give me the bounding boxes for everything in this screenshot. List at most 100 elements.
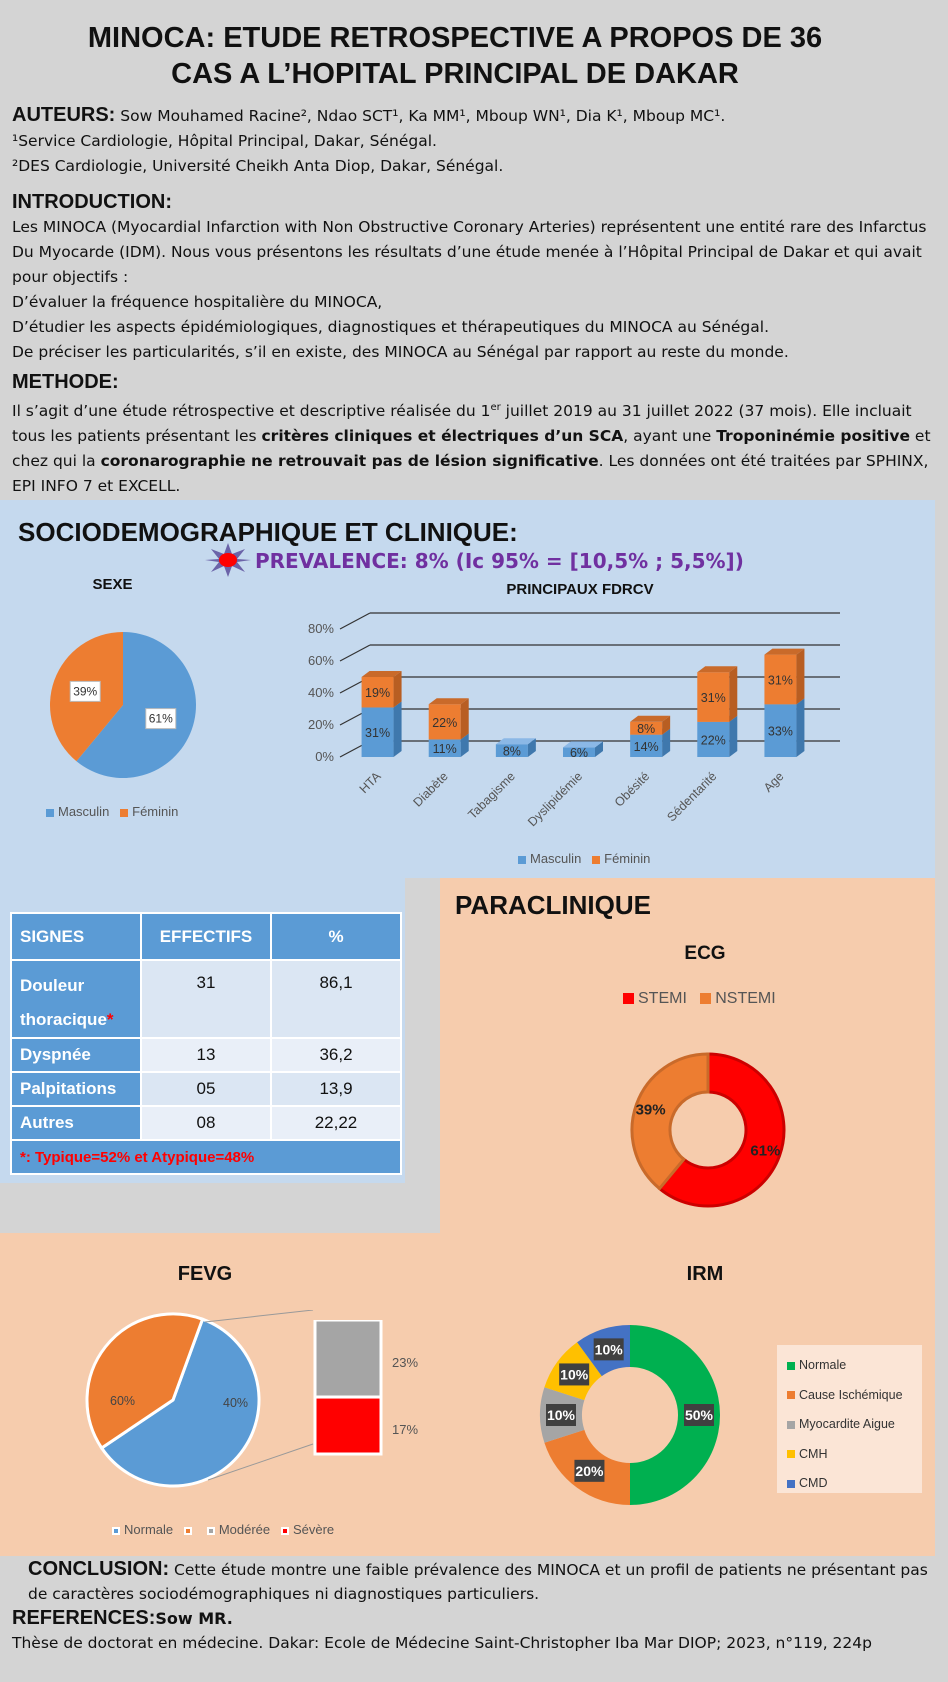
bar-label: 11% [433, 742, 457, 756]
bar-label: 31% [768, 673, 793, 687]
bar-top [764, 648, 805, 655]
fevg-label-0: 60% [110, 1394, 135, 1408]
irm-legend-item: CMD [787, 1469, 912, 1499]
bar-side [527, 738, 536, 757]
bar-Féminin-Sédentarité [697, 672, 730, 722]
bar-side [662, 728, 671, 757]
row-label: Dyspnée [10, 1037, 142, 1073]
fevg-connector-top [204, 1310, 314, 1323]
references-label: REFERENCES: [12, 1607, 156, 1629]
x-tick-label: Dyslipidémie [525, 769, 585, 829]
bar-label: 14% [634, 740, 659, 754]
table-footnote: *: Typique=52% et Atypique=48% [10, 1139, 402, 1175]
bar-side [729, 715, 738, 757]
bar-top [563, 741, 603, 748]
row-n: 13 [140, 1037, 272, 1073]
bar-Masculin-HTA [361, 707, 394, 757]
bar-top [630, 715, 671, 722]
row-n: 05 [140, 1071, 272, 1107]
references-text: Thèse de doctorat en médecine. Dakar: Ec… [12, 1634, 872, 1652]
sexe-legend-masculin: Masculin [58, 804, 110, 819]
irm-label-3: 10% [560, 1366, 589, 1382]
sexe-label-0-bg [145, 708, 177, 730]
socio-heading: SOCIODEMOGRAPHIQUE ET CLINIQUE: [18, 517, 518, 547]
bar-Féminin-HTA [361, 677, 394, 708]
irm-legend-item: Myocardite Aigue [787, 1410, 912, 1440]
bar-Féminin-Obésité [630, 721, 663, 735]
legend-label: Cause Ischémique [799, 1387, 903, 1402]
methode-paragraph: Il s’agit d’une étude rétrospective et d… [12, 402, 931, 496]
irm-legend-item: Normale [787, 1351, 912, 1381]
irm-slice-0 [630, 1325, 720, 1505]
sexe-pie-chart: 61% 39% [50, 632, 197, 778]
row-label: Palpitations [10, 1071, 142, 1107]
bar-label: 33% [768, 725, 793, 739]
row-pct: 36,2 [270, 1037, 402, 1073]
ecg-slice-0 [657, 1052, 786, 1208]
legend-swatch [787, 1420, 795, 1429]
ecg-label-0: 61% [750, 1143, 780, 1160]
fevg-label-1: 40% [223, 1396, 248, 1410]
irm-label-1-bg [574, 1459, 605, 1482]
fdrcv-legend: Masculin Féminin [518, 851, 650, 866]
fevg-pie-chart: 60% 40% [85, 1310, 314, 1488]
legend-label: CMH [799, 1446, 828, 1461]
row-pct: 22,22 [270, 1105, 402, 1141]
bar-Masculin-Diabète [428, 739, 461, 757]
row-pct: 13,9 [270, 1071, 402, 1107]
y-tick-label: 60% [308, 653, 334, 668]
introduction-paragraph: Les MINOCA (Myocardial Infarction with N… [12, 218, 927, 286]
table-row: Palpitations 05 13,9 [10, 1071, 402, 1107]
paraclinique-heading: PARACLINIQUE [455, 890, 651, 920]
fdrcv-bar-chart: 0% 20% 40% 60% 80% 31% 19% HTA 11% 22% Diabète 8% Ta… [308, 612, 840, 829]
row-label: Douleur thoracique* [10, 959, 142, 1039]
fdrcv-chart-title: PRINCIPAUX FDRCV [506, 581, 654, 598]
y-tick-label: 80% [308, 621, 334, 636]
bar-side [393, 671, 402, 708]
y-tick-label: 20% [308, 717, 334, 732]
fevg-legend-normale: Normale [124, 1522, 174, 1537]
title-line-2: CAS A L’HOPITAL PRINCIPAL DE DAKAR [171, 58, 739, 90]
bar-label: 31% [365, 726, 390, 740]
bar-side [729, 666, 738, 722]
bar-side [595, 741, 603, 757]
irm-label-0: 50% [685, 1407, 714, 1423]
conclusion-label: CONCLUSION: [28, 1558, 170, 1580]
conclusion-block: CONCLUSION: Cette étude montre une faibl… [28, 1557, 933, 1606]
fevg-slice-0 [99, 1317, 261, 1488]
irm-legend-item: Cause Ischémique [787, 1381, 912, 1411]
col-pct: % [270, 912, 402, 961]
bar-side [460, 733, 469, 757]
irm-legend-item: CMH [787, 1440, 912, 1470]
table-header-row: SIGNES EFFECTIFS % [10, 912, 402, 961]
fevg-breakdown-bar [313, 1320, 383, 1456]
table-footnote-row: *: Typique=52% et Atypique=48% [10, 1139, 402, 1175]
fevg-breakdown-seg-1 [313, 1395, 383, 1456]
bar-Masculin-Dyslipidémie [563, 747, 595, 757]
ecg-slice-1 [630, 1052, 710, 1191]
bar-side [662, 715, 671, 735]
authors-label: AUTEURS: [12, 104, 116, 126]
fevg-connector-bottom [207, 1443, 314, 1481]
affiliation-2: ²DES Cardiologie, Université Cheikh Anta… [12, 157, 504, 175]
legend-swatch [787, 1450, 795, 1459]
fevg-breakdown-label-1: 23% [392, 1355, 419, 1370]
sexe-legend: Masculin Féminin [46, 804, 178, 819]
bar-side [796, 698, 805, 757]
bar-Masculin-Obésité [630, 734, 663, 757]
objective-1: D’évaluer la fréquence hospitalière du M… [12, 293, 383, 311]
fdrcv-legend-masculin: Masculin [530, 851, 582, 866]
bar-side [796, 648, 805, 705]
bar-top [495, 738, 536, 745]
ecg-donut-chart: 61% 39% [630, 1052, 786, 1208]
bar-Masculin-Sédentarité [697, 721, 730, 757]
row-pct: 86,1 [270, 959, 402, 1039]
irm-label-4: 10% [595, 1341, 624, 1357]
ecg-chart-title: ECG [684, 943, 726, 964]
x-tick-label: Diabète [410, 769, 450, 809]
bar-top [697, 666, 738, 673]
references-block: REFERENCES:Sow MR. Thèse de doctorat en … [12, 1606, 937, 1655]
sexe-label-1: 39% [73, 684, 97, 698]
irm-label-2-bg [546, 1404, 576, 1426]
legend-swatch [787, 1479, 795, 1488]
